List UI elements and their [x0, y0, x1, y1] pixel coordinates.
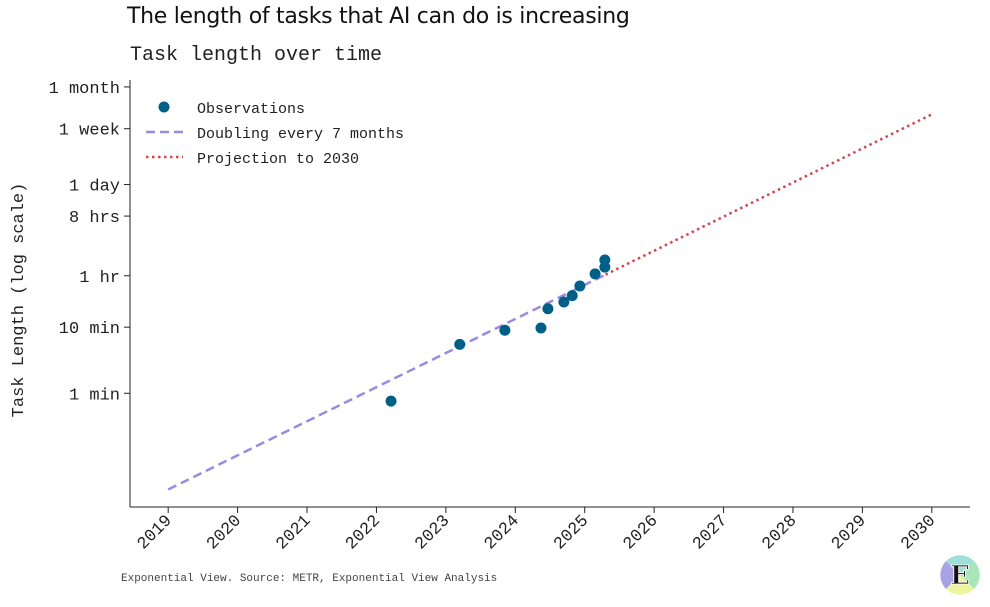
y-tick-label: 1 hr	[79, 269, 120, 288]
source-footer: Exponential View. Source: METR, Exponent…	[121, 573, 498, 585]
svg-text:E: E	[950, 561, 970, 591]
observation-point	[454, 338, 466, 350]
x-tick-label: 2027	[690, 512, 732, 554]
chart-title: The length of tasks that AI can do is in…	[127, 4, 630, 29]
x-tick-label: 2030	[898, 512, 940, 554]
legend-label-projection: Projection to 2030	[197, 151, 359, 168]
observation-point	[499, 324, 511, 336]
x-tick-label: 2028	[759, 512, 801, 554]
x-tick-label: 2029	[828, 512, 870, 554]
y-tick-label: 1 month	[49, 80, 120, 99]
x-tick-label: 2019	[134, 512, 176, 554]
y-tick-label: 1 week	[59, 122, 120, 141]
y-tick-label: 8 hrs	[69, 209, 120, 228]
legend-label-observations: Observations	[197, 101, 305, 118]
x-tick-label: 2026	[620, 512, 662, 554]
x-tick-label: 2022	[342, 512, 384, 554]
observation-point	[558, 296, 570, 308]
x-tick-label: 2024	[481, 512, 523, 554]
observation-point	[385, 395, 397, 407]
observation-point	[566, 290, 578, 302]
x-tick-label: 2025	[551, 512, 593, 554]
trend-line	[167, 273, 607, 491]
projection-line	[604, 113, 933, 276]
observation-point	[542, 303, 554, 315]
x-tick-label: 2023	[412, 512, 454, 554]
y-axis-label: Task Length (log scale)	[10, 183, 29, 418]
y-tick-label: 1 min	[69, 386, 120, 405]
legend-label-trend: Doubling every 7 months	[197, 126, 404, 143]
chart-subtitle: Task length over time	[130, 44, 383, 67]
observation-point	[535, 322, 547, 334]
observation-point	[589, 268, 601, 280]
legend-marker-observations	[158, 101, 170, 113]
x-tick-label: 2021	[273, 512, 315, 554]
logo: E	[940, 555, 980, 595]
observation-point	[599, 254, 611, 266]
x-tick-label: 2020	[204, 512, 246, 554]
y-tick-label: 1 day	[69, 178, 120, 197]
observation-point	[574, 280, 586, 292]
y-tick-label: 10 min	[59, 320, 120, 339]
